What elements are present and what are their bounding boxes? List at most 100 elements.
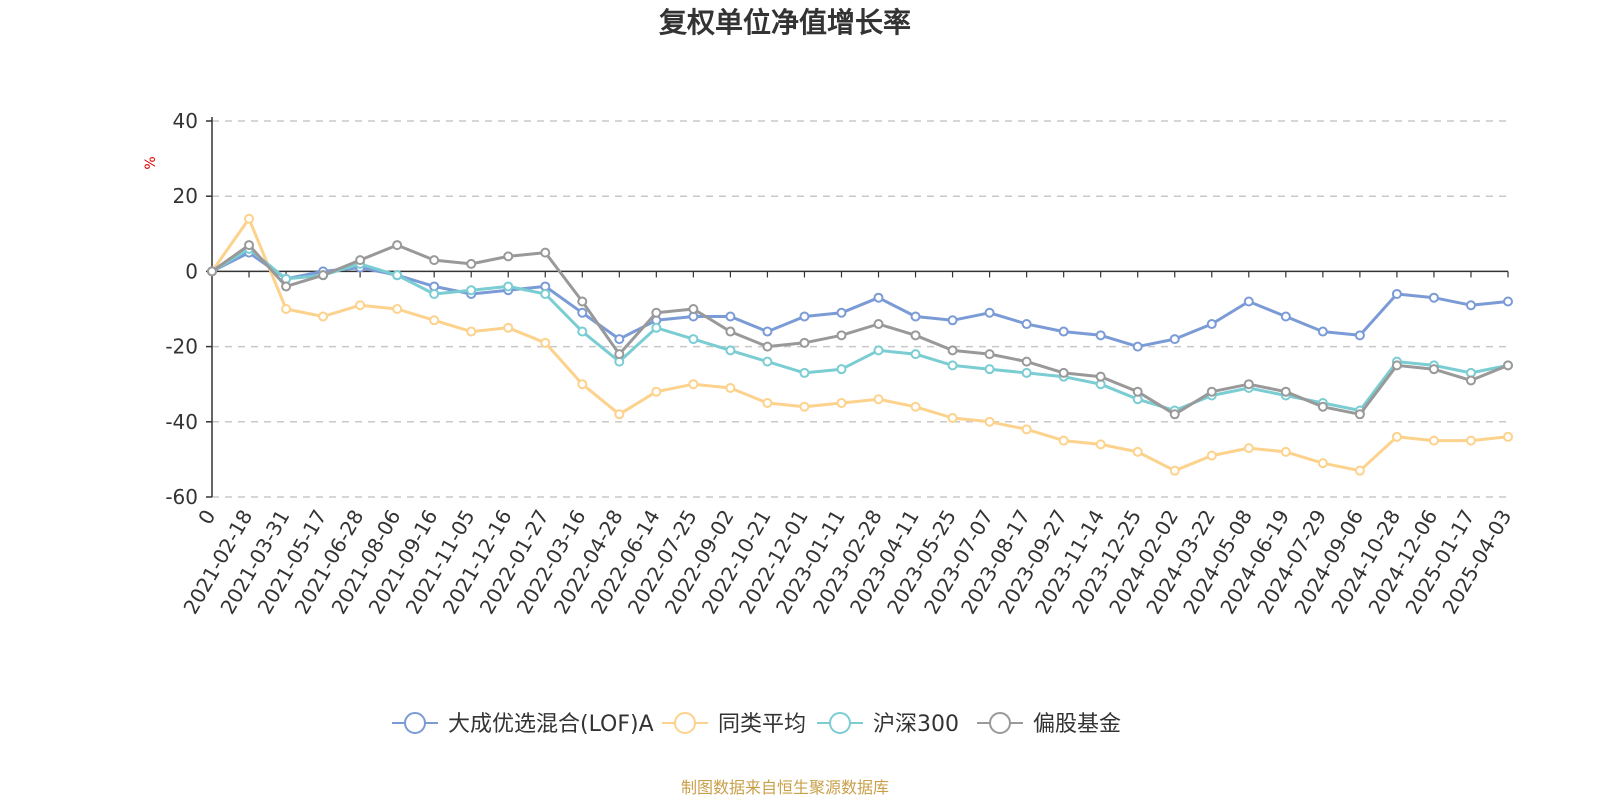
data-point (540, 247, 551, 258)
x-axis: 02021-02-182021-03-312021-05-172021-06-2… (178, 271, 1516, 618)
data-point (947, 360, 958, 371)
data-point (762, 398, 773, 408)
series-line (211, 247, 1509, 412)
data-point (1503, 431, 1513, 442)
legend-label: 大成优选混合(LOF)A (448, 712, 654, 737)
data-point (910, 330, 921, 341)
legend-label: 偏股基金 (1033, 712, 1121, 737)
data-point (318, 270, 329, 281)
data-point (910, 349, 921, 360)
legend-label: 同类平均 (718, 712, 806, 737)
data-point (577, 307, 588, 318)
data-point (466, 258, 477, 269)
data-point (836, 398, 847, 408)
data-point (762, 356, 773, 367)
data-point (1391, 288, 1402, 299)
data-point (1058, 326, 1069, 337)
data-point (1243, 296, 1254, 307)
data-point (392, 270, 403, 281)
data-point (1465, 300, 1476, 311)
data-point (836, 307, 847, 318)
data-point (614, 409, 625, 420)
data-point (1465, 435, 1476, 446)
data-point (651, 386, 662, 397)
data-point (1169, 409, 1180, 420)
data-point (984, 349, 995, 360)
data-point (540, 337, 551, 348)
data-point (429, 315, 440, 326)
series-line (211, 251, 1509, 349)
data-point (1021, 319, 1032, 330)
data-point (725, 326, 736, 337)
data-point (1095, 371, 1106, 382)
data-point (392, 304, 403, 314)
legend-marker (404, 712, 426, 734)
data-point (1428, 292, 1439, 303)
data-point (207, 266, 217, 277)
data-point (1095, 330, 1106, 341)
y-tick-label: 40 (173, 109, 198, 133)
data-point (1354, 465, 1365, 476)
data-point (1280, 446, 1291, 457)
data-point (836, 330, 847, 341)
data-point (577, 379, 588, 390)
data-point (873, 394, 884, 405)
data-point (1280, 386, 1291, 397)
data-point (1058, 367, 1069, 378)
y-tick-label: -60 (165, 485, 198, 509)
data-point (1503, 296, 1513, 307)
x-tick-label: 0 (193, 506, 220, 529)
legend-marker (829, 712, 851, 734)
data-point (466, 285, 477, 296)
data-point (1132, 341, 1143, 352)
data-point (577, 326, 588, 337)
data-point (762, 341, 773, 352)
data-point (1354, 409, 1365, 420)
data-point (355, 255, 366, 266)
data-point (947, 413, 958, 424)
data-point (540, 288, 551, 299)
data-point (1317, 458, 1328, 469)
data-point (910, 311, 921, 322)
data-point (1428, 435, 1439, 446)
data-point (1280, 311, 1291, 322)
data-point (1243, 379, 1254, 390)
data-point (688, 379, 699, 390)
data-point (318, 311, 329, 322)
data-point (1317, 401, 1328, 412)
legend-marker (674, 712, 696, 734)
data-point (244, 240, 255, 251)
data-point (244, 213, 255, 224)
data-point (1021, 424, 1032, 435)
data-point (466, 326, 477, 337)
data-point (799, 401, 810, 412)
data-point (1132, 386, 1143, 397)
data-point (873, 345, 884, 356)
data-point (614, 349, 625, 360)
data-point (1021, 356, 1032, 367)
data-point (725, 382, 736, 393)
y-tick-label: -20 (165, 335, 198, 359)
y-axis: 40 20 0 -20 -40 -60 (165, 109, 213, 509)
data-point (392, 240, 403, 251)
data-point (1243, 443, 1254, 454)
legend-marker (989, 712, 1011, 734)
data-point (429, 255, 440, 266)
data-point (1428, 364, 1439, 375)
data-point (355, 300, 366, 311)
data-point (1354, 330, 1365, 341)
data-point (651, 307, 662, 318)
data-point (1391, 360, 1402, 371)
data-point (688, 334, 699, 345)
data-point (799, 311, 810, 322)
data-point (725, 345, 736, 356)
y-tick-label: 20 (173, 184, 198, 208)
data-point (429, 288, 440, 299)
data-point (503, 281, 514, 292)
data-point (1169, 465, 1180, 476)
data-point (651, 322, 662, 333)
data-point (762, 326, 773, 337)
data-point (688, 304, 699, 314)
data-point (873, 292, 884, 303)
